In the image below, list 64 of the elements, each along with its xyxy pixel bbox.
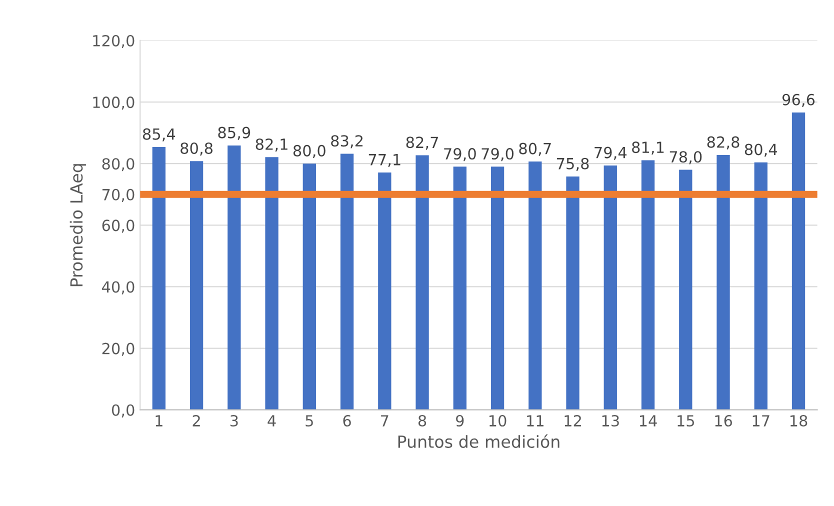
data-label: 82,1 [256,138,288,152]
bar [604,165,617,410]
x-tick-label: 8 [418,414,426,427]
data-label: 80,8 [180,142,213,156]
x-axis-title: Puntos de medición [398,434,560,448]
data-label: 80,4 [744,144,778,157]
data-label: 79,0 [444,148,476,162]
bar [378,172,392,410]
x-tick-label: 6 [343,414,351,427]
y-tick-label: 80,0 [102,158,134,172]
bar [792,112,806,410]
bar [566,176,580,410]
data-label: 78,0 [670,151,702,164]
y-tick-label: 60,0 [102,220,134,233]
bar [228,145,241,410]
data-label: 81,1 [632,142,664,155]
x-tick-label: 10 [489,414,506,427]
x-tick-label: 15 [678,415,694,427]
bar [190,161,204,410]
data-label: 79,4 [594,146,627,160]
data-label: 75,8 [557,158,589,171]
bar [302,164,316,410]
x-tick-label: 4 [268,415,276,426]
data-label: 82,7 [406,136,438,150]
y-tick-label: 20,0 [102,342,134,356]
x-tick-label: 2 [192,414,200,426]
data-label: 77,1 [368,154,400,167]
data-label: 80,0 [293,144,326,158]
y-tick-label: 100,0 [93,96,134,110]
bar [152,146,166,410]
x-tick-label: 18 [790,414,808,427]
bar [265,157,278,410]
y-tick-label: 120,0 [93,34,134,48]
data-label: 82,8 [707,136,740,150]
bar [340,154,354,410]
bar [716,154,730,410]
y-tick-label: 40,0 [102,281,134,294]
x-tick-label: 11 [527,415,544,426]
bar [754,162,768,410]
x-tick-label: 1 [156,415,162,426]
data-label: 85,4 [142,128,176,142]
x-tick-label: 3 [230,414,238,427]
x-tick-label: 14 [640,415,657,426]
data-label: 96,6 [782,94,815,107]
bar [641,160,655,410]
bar [416,155,429,410]
x-tick-label: 16 [715,414,732,427]
data-label: 85,9 [218,126,250,140]
data-label: 79,0 [482,148,514,162]
y-tick-label: 0,0 [112,404,134,418]
bar [679,170,692,410]
x-tick-label: 13 [602,414,619,427]
bar [453,166,466,410]
x-tick-label: 17 [752,415,770,426]
x-tick-label: 12 [564,414,581,426]
x-tick-label: 5 [306,415,313,427]
y-tick-label: 70,0 [102,188,134,202]
x-tick-label: 9 [456,414,464,427]
bar [528,161,542,410]
data-label: 83,2 [331,135,363,148]
x-tick-label: 7 [381,415,388,426]
bar [490,166,504,410]
y-axis-title: Promedio LAeq [70,164,86,286]
data-label: 80,7 [519,142,551,156]
